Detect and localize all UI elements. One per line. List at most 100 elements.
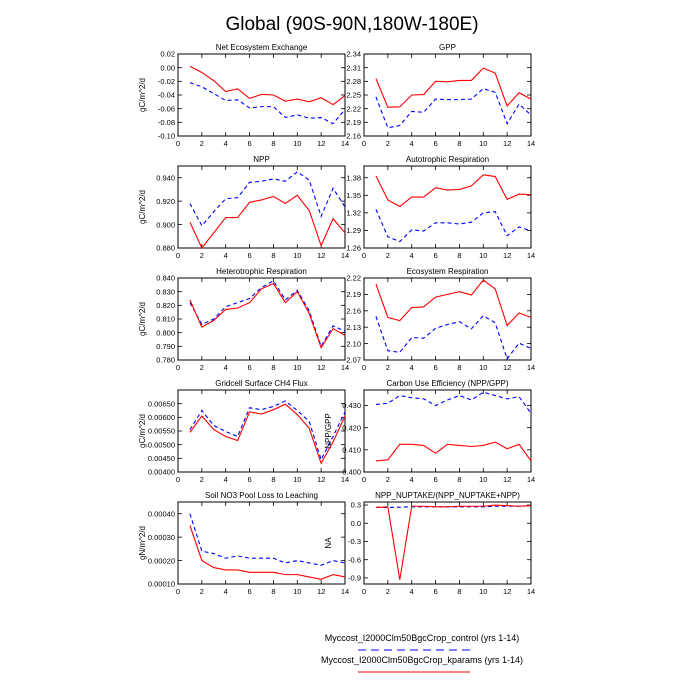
x-tick-label: 4: [224, 475, 228, 484]
x-tick-label: 6: [433, 475, 437, 484]
series-line-kparams: [189, 525, 346, 580]
y-tick-label: 0.400: [342, 468, 361, 477]
x-tick-label: 0: [362, 587, 366, 596]
plot-frame: [363, 53, 532, 137]
x-tick-label: 6: [247, 363, 251, 372]
y-tick-label: 2.10: [346, 339, 361, 348]
legend: Myccost_I2000Clm50BgcCrop_control (yrs 1…: [321, 633, 523, 673]
panel-title: Net Ecosystem Exchange: [216, 43, 308, 52]
x-tick-label: 12: [503, 139, 511, 148]
y-tick-label: 0.00010: [148, 580, 175, 589]
y-tick-label: 0.800: [156, 328, 175, 337]
legend-label: Myccost_I2000Clm50BgcCrop_kparams (yrs 1…: [321, 655, 523, 665]
chart-panel-net-ecosystem-exchange: Net Ecosystem Exchange gC/m^2/d -0.10 -0.08…: [138, 43, 349, 148]
y-tick-label: 1.32: [346, 209, 361, 218]
x-tick-label: 0: [176, 475, 180, 484]
y-axis-label: gC/m^2/d: [138, 78, 147, 112]
x-tick-label: 2: [200, 475, 204, 484]
x-tick-label: 0: [176, 139, 180, 148]
plot-frame: [363, 165, 532, 249]
plot-frame: [363, 389, 532, 473]
plot-frame: [177, 53, 346, 137]
series-line-control: [189, 400, 346, 462]
x-tick-label: 2: [200, 587, 204, 596]
x-tick-label: 8: [271, 363, 275, 372]
x-tick-label: 0: [362, 139, 366, 148]
y-tick-label: 2.34: [346, 50, 361, 59]
panel-title: Gridcell Surface CH4 Flux: [215, 379, 307, 388]
chart-panel-soil-no3-pool-loss-to-leaching: Soil NO3 Pool Loss to LeachinggN/m^2/d0.…: [138, 491, 349, 596]
legend-label: Myccost_I2000Clm50BgcCrop_control (yrs 1…: [325, 633, 520, 643]
y-tick-label: -0.9: [348, 574, 361, 583]
x-tick-label: 8: [457, 587, 461, 596]
y-axis-label: gN/m^2/d: [138, 526, 147, 560]
y-tick-label: 2.19: [346, 118, 361, 127]
y-tick-label: 2.25: [346, 91, 361, 100]
x-tick-label: 8: [457, 251, 461, 260]
panel-title: NPP: [253, 155, 269, 164]
y-tick-label: 0.830: [156, 287, 175, 296]
x-tick-label: 10: [293, 587, 301, 596]
y-tick-label: 2.22: [346, 274, 361, 283]
series-line-kparams: [189, 403, 346, 465]
x-tick-label: 10: [479, 363, 487, 372]
y-tick-label: 0.00030: [148, 533, 175, 542]
y-tick-label: 1.38: [346, 173, 361, 182]
y-tick-label: 0.880: [156, 244, 175, 253]
panel-title: GPP: [439, 43, 456, 52]
x-tick-label: 12: [317, 587, 325, 596]
x-tick-label: 4: [224, 251, 228, 260]
panel-title: Heterotrophic Respiration: [216, 267, 307, 276]
x-tick-label: 10: [479, 475, 487, 484]
y-tick-label: 0.00650: [148, 399, 175, 408]
x-tick-label: 2: [200, 363, 204, 372]
panel-title: Soil NO3 Pool Loss to Leaching: [205, 491, 318, 500]
series-line-control: [375, 391, 532, 414]
y-axis-label: NA: [324, 537, 333, 549]
x-tick-label: 6: [247, 475, 251, 484]
x-tick-label: 8: [457, 363, 461, 372]
series-line-control: [375, 209, 532, 243]
x-tick-label: 12: [503, 251, 511, 260]
x-tick-label: 8: [457, 475, 461, 484]
y-axis-label: gC/m^2/d: [138, 414, 147, 448]
series-line-kparams: [375, 174, 532, 208]
figure-title: Global (90S-90N,180W-180E): [225, 14, 478, 35]
x-tick-label: 4: [410, 587, 414, 596]
plot-frame: [363, 501, 532, 585]
x-tick-label: 6: [433, 363, 437, 372]
x-tick-label: 14: [527, 363, 535, 372]
y-tick-label: 0.3: [351, 501, 361, 510]
y-tick-label: 2.16: [346, 307, 361, 316]
panel-title: Ecosystem Respiration: [407, 267, 489, 276]
y-tick-label: 0.940: [156, 173, 175, 182]
x-tick-label: 14: [341, 363, 349, 372]
x-tick-label: 0: [176, 363, 180, 372]
panel-title: NPP_NUPTAKE/(NPP_NUPTAKE+NPP): [375, 491, 520, 500]
y-tick-label: 1.35: [346, 191, 361, 200]
chart-panel-heterotrophic-respiration: Heterotrophic Respiration gC/m^2/d 0.780 0.…: [138, 267, 349, 372]
x-tick-label: 6: [433, 251, 437, 260]
x-tick-label: 14: [527, 475, 535, 484]
series-line-control: [375, 315, 532, 361]
y-tick-label: 0.00500: [148, 440, 175, 449]
x-tick-label: 10: [479, 139, 487, 148]
x-tick-label: 12: [503, 587, 511, 596]
x-tick-label: 14: [341, 251, 349, 260]
x-tick-label: 0: [362, 475, 366, 484]
x-tick-label: 14: [341, 475, 349, 484]
y-tick-label: -0.08: [158, 118, 175, 127]
panel-title: Carbon Use Efficiency (NPP/GPP): [386, 379, 508, 388]
panel-grid: Net Ecosystem Exchange gC/m^2/d -0.10 -0.08…: [138, 43, 535, 596]
y-tick-label: 2.19: [346, 290, 361, 299]
y-tick-label: 0.900: [156, 220, 175, 229]
x-tick-label: 8: [271, 587, 275, 596]
x-tick-label: 6: [433, 587, 437, 596]
series-line-control: [189, 279, 346, 348]
y-tick-label: 0.920: [156, 197, 175, 206]
x-tick-label: 2: [386, 363, 390, 372]
x-tick-label: 4: [224, 139, 228, 148]
y-tick-label: 2.13: [346, 323, 361, 332]
y-tick-label: 0.00450: [148, 454, 175, 463]
